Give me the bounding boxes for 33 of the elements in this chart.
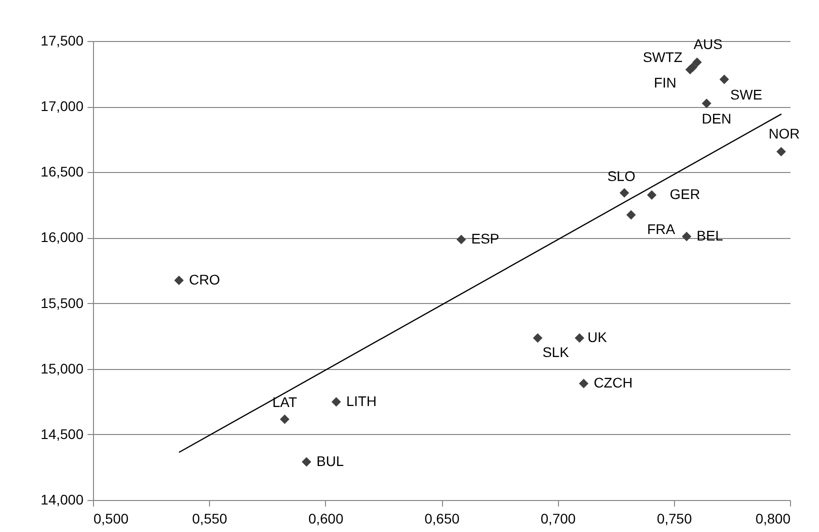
data-label: SLO (607, 168, 636, 184)
x-tick-label: 0,750 (656, 510, 692, 526)
data-label: NOR (768, 126, 800, 142)
data-label: UK (588, 329, 608, 346)
data-label: SWE (730, 86, 762, 102)
data-label: FRA (647, 220, 676, 237)
data-label: GER (670, 186, 700, 202)
data-label: CRO (188, 271, 220, 288)
data-label: BEL (696, 228, 724, 244)
x-tick-label: 0,700 (540, 510, 576, 526)
y-tick-label: 17,000 (40, 98, 84, 114)
data-label: BUL (316, 452, 344, 469)
data-label: LAT (272, 394, 298, 410)
y-tick-label: 14,000 (40, 492, 84, 508)
x-tick-label: 0,650 (424, 510, 460, 526)
y-tick-label: 16,500 (40, 164, 84, 180)
y-tick-label: 15,000 (40, 360, 84, 376)
y-tick-label: 14,500 (40, 426, 84, 442)
data-label: SWTZ (642, 49, 683, 66)
y-tick-label: 16,000 (40, 229, 84, 246)
data-label: DEN (702, 110, 732, 126)
x-tick-label: 0,550 (192, 510, 228, 526)
data-label: SLK (542, 344, 570, 360)
x-tick-label: 0,800 (755, 510, 791, 526)
y-tick-label: 17,500 (40, 32, 84, 48)
data-label: ESP (471, 230, 500, 247)
x-tick-label: 0,600 (308, 510, 344, 526)
x-tick-label: 0,500 (94, 510, 129, 526)
data-label: FIN (654, 74, 676, 91)
data-label: LITH (346, 392, 377, 409)
data-label: CZCH (594, 374, 633, 391)
data-label: AUS (694, 36, 722, 52)
y-tick-label: 15,500 (40, 294, 84, 311)
